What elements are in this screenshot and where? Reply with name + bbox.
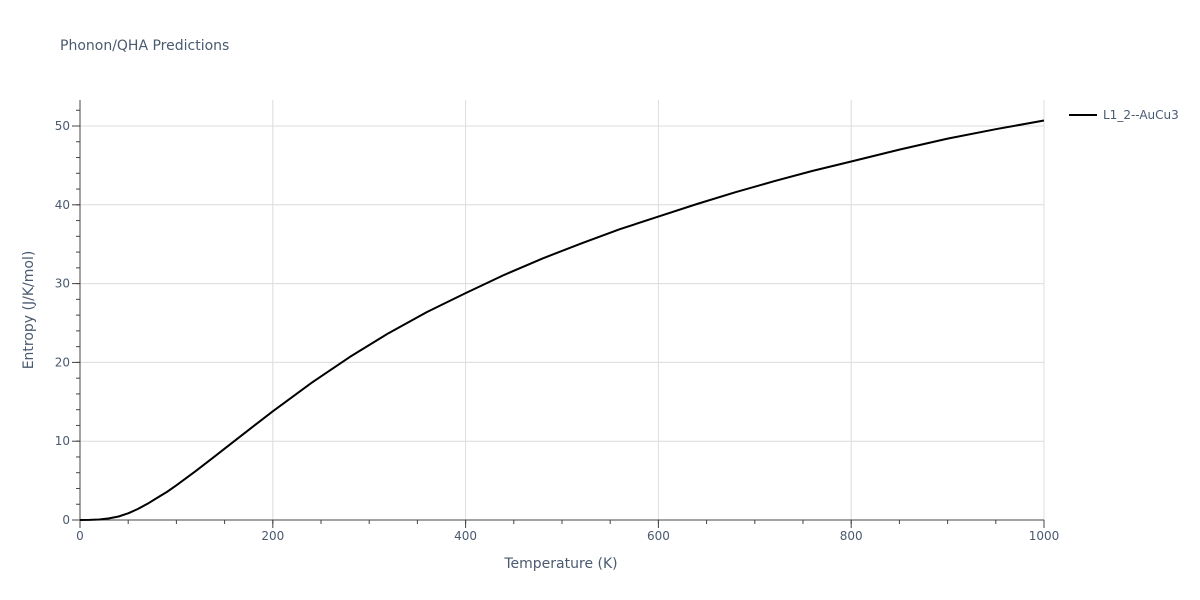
series-layer: [79, 119, 1045, 521]
grid-lines: [80, 100, 1045, 520]
legend-label: L1_2--AuCu3: [1103, 108, 1179, 122]
y-tick-label: 50: [55, 119, 70, 133]
axes: 0 200 400 600 800 1000 0 10 20 30 40 50: [55, 100, 1060, 543]
y-tick-label: 20: [55, 355, 70, 369]
x-axis-title: Temperature (K): [503, 556, 617, 572]
y-axis-title: Entropy (J/K/mol): [21, 251, 37, 370]
chart-title: Phonon/QHA Predictions: [60, 38, 229, 54]
x-tick-label: 400: [454, 529, 477, 543]
x-tick-label: 200: [261, 529, 284, 543]
x-tick-label: 1000: [1029, 529, 1060, 543]
legend: L1_2--AuCu3: [1069, 108, 1179, 122]
x-tick-label: 0: [76, 529, 84, 543]
y-tick-label: 40: [55, 198, 70, 212]
x-tick-label: 600: [647, 529, 670, 543]
series-line: [79, 119, 1045, 521]
y-tick-label: 10: [55, 434, 70, 448]
y-tick-label: 30: [55, 277, 70, 291]
x-tick-label: 800: [840, 529, 863, 543]
y-tick-label: 0: [62, 513, 70, 527]
